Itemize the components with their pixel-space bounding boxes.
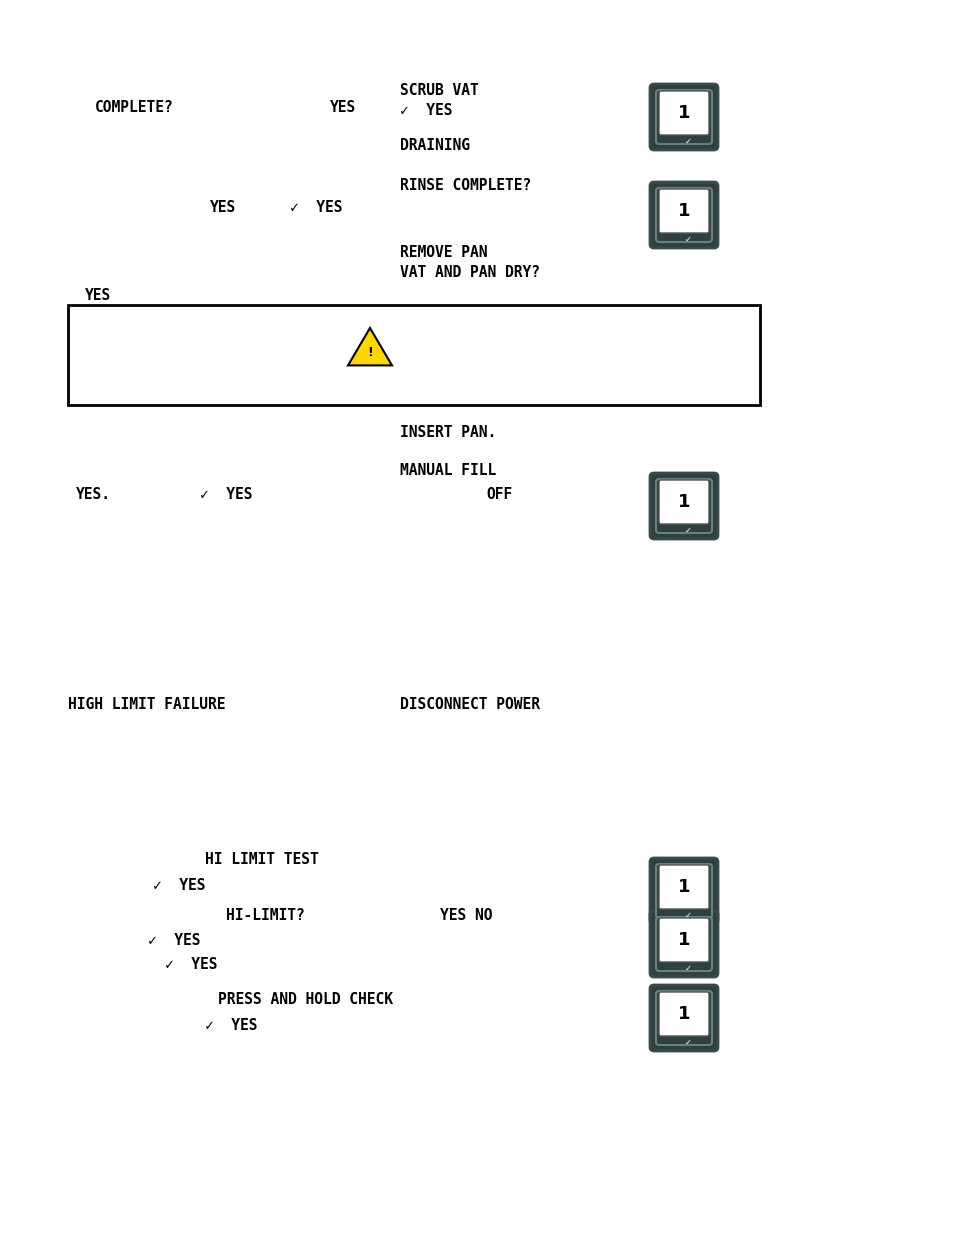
FancyBboxPatch shape xyxy=(649,911,718,977)
Text: 1: 1 xyxy=(677,931,690,948)
Text: HI LIMIT TEST: HI LIMIT TEST xyxy=(205,852,318,867)
FancyBboxPatch shape xyxy=(649,84,718,149)
FancyBboxPatch shape xyxy=(656,918,711,971)
Text: ✓  YES: ✓ YES xyxy=(148,932,200,948)
Text: ✓  YES: ✓ YES xyxy=(205,1018,257,1032)
Text: INSERT PAN.: INSERT PAN. xyxy=(399,425,496,440)
Text: !: ! xyxy=(367,346,373,358)
FancyBboxPatch shape xyxy=(659,864,708,909)
Text: 1: 1 xyxy=(677,878,690,897)
Text: YES: YES xyxy=(330,100,355,115)
Text: ✓  YES: ✓ YES xyxy=(200,487,253,501)
Text: RINSE COMPLETE?: RINSE COMPLETE? xyxy=(399,178,531,193)
Text: ✓  YES: ✓ YES xyxy=(165,957,217,972)
Text: SCRUB VAT: SCRUB VAT xyxy=(399,83,478,98)
FancyBboxPatch shape xyxy=(656,864,711,918)
Text: ✓  YES: ✓ YES xyxy=(290,200,342,215)
FancyBboxPatch shape xyxy=(649,473,718,538)
Text: 1: 1 xyxy=(677,203,690,220)
FancyBboxPatch shape xyxy=(659,91,708,135)
FancyBboxPatch shape xyxy=(656,990,711,1045)
Text: ✓  YES: ✓ YES xyxy=(399,103,452,119)
Text: PRESS AND HOLD CHECK: PRESS AND HOLD CHECK xyxy=(218,992,393,1007)
Text: HIGH LIMIT FAILURE: HIGH LIMIT FAILURE xyxy=(68,697,225,713)
FancyBboxPatch shape xyxy=(659,189,708,233)
FancyBboxPatch shape xyxy=(649,986,718,1051)
Text: VAT AND PAN DRY?: VAT AND PAN DRY? xyxy=(399,266,539,280)
Text: OFF: OFF xyxy=(485,487,512,501)
Text: YES NO: YES NO xyxy=(439,908,492,923)
Text: YES.: YES. xyxy=(76,487,111,501)
Text: ✓: ✓ xyxy=(684,235,691,243)
Text: MANUAL FILL: MANUAL FILL xyxy=(399,463,496,478)
FancyBboxPatch shape xyxy=(656,479,711,534)
FancyBboxPatch shape xyxy=(659,918,708,962)
Polygon shape xyxy=(348,329,392,366)
Text: YES: YES xyxy=(210,200,236,215)
FancyBboxPatch shape xyxy=(656,90,711,144)
FancyBboxPatch shape xyxy=(659,992,708,1036)
Text: COMPLETE?: COMPLETE? xyxy=(95,100,173,115)
Text: 1: 1 xyxy=(677,493,690,511)
Text: 1: 1 xyxy=(677,1005,690,1023)
FancyBboxPatch shape xyxy=(659,480,708,524)
Text: 1: 1 xyxy=(677,104,690,122)
Text: YES: YES xyxy=(85,288,112,303)
Text: ✓: ✓ xyxy=(684,526,691,535)
Text: ✓: ✓ xyxy=(684,137,691,146)
Text: ✓: ✓ xyxy=(684,1037,691,1046)
FancyBboxPatch shape xyxy=(649,858,718,924)
Text: DISCONNECT POWER: DISCONNECT POWER xyxy=(399,697,539,713)
FancyBboxPatch shape xyxy=(656,188,711,242)
Text: ✓  YES: ✓ YES xyxy=(152,878,205,893)
FancyBboxPatch shape xyxy=(649,182,718,248)
Text: HI-LIMIT?: HI-LIMIT? xyxy=(226,908,304,923)
Text: DRAINING: DRAINING xyxy=(399,138,470,153)
Bar xyxy=(68,305,760,405)
Text: REMOVE PAN: REMOVE PAN xyxy=(399,245,487,261)
Text: ✓: ✓ xyxy=(684,963,691,972)
Text: ✓: ✓ xyxy=(684,910,691,920)
